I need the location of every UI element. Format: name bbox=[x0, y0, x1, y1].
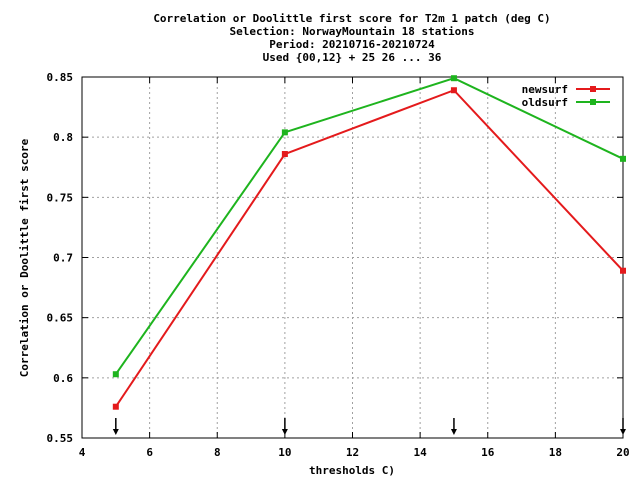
y-tick-label: 0.85 bbox=[47, 71, 74, 84]
data-point bbox=[281, 151, 288, 158]
arrow-marker bbox=[281, 418, 288, 435]
data-point bbox=[281, 129, 288, 136]
data-point bbox=[112, 403, 119, 410]
series-newsurf bbox=[112, 87, 626, 410]
x-tick-label: 4 bbox=[79, 446, 86, 459]
y-tick-label: 0.6 bbox=[53, 372, 73, 385]
series-line bbox=[114, 77, 624, 375]
data-point bbox=[620, 267, 626, 274]
x-axis-label: thresholds C) bbox=[309, 464, 395, 477]
y-tick-label: 0.7 bbox=[53, 252, 73, 265]
y-tick-label: 0.65 bbox=[47, 312, 74, 325]
x-tick-label: 6 bbox=[146, 446, 153, 459]
legend-entry: oldsurf bbox=[522, 96, 610, 109]
title-line: Used {00,12} + 25 26 ... 36 bbox=[263, 51, 442, 64]
y-tick-label: 0.8 bbox=[53, 131, 73, 144]
x-tick-label: 10 bbox=[278, 446, 291, 459]
legend-label: oldsurf bbox=[522, 96, 568, 109]
series-line bbox=[114, 89, 624, 408]
legend-entry: newsurf bbox=[522, 83, 610, 96]
legend-marker bbox=[590, 86, 596, 92]
x-tick-label: 12 bbox=[346, 446, 359, 459]
y-tick-label: 0.55 bbox=[47, 432, 74, 445]
data-point bbox=[450, 87, 457, 94]
data-point bbox=[450, 75, 457, 82]
y-tick-label: 0.75 bbox=[47, 191, 74, 204]
x-tick-label: 16 bbox=[481, 446, 495, 459]
series-oldsurf bbox=[112, 75, 626, 378]
x-tick-label: 20 bbox=[616, 446, 629, 459]
series bbox=[112, 75, 626, 410]
arrow-marker bbox=[450, 418, 457, 435]
legend-marker bbox=[590, 99, 596, 105]
x-tick-label: 18 bbox=[549, 446, 562, 459]
x-tick-label: 8 bbox=[214, 446, 221, 459]
threshold-arrows bbox=[112, 418, 626, 435]
data-point bbox=[112, 371, 119, 378]
y-axis: 0.55 0.6 0.65 0.7 0.75 0.8 0.85 bbox=[47, 71, 623, 445]
chart-title: Correlation or Doolittle first score for… bbox=[153, 12, 550, 64]
data-point bbox=[620, 155, 626, 162]
title-line: Selection: NorwayMountain 18 stations bbox=[229, 25, 474, 38]
x-axis: 4 6 8 10 12 14 16 18 20 bbox=[79, 77, 630, 459]
title-line: Period: 20210716-20210724 bbox=[269, 38, 435, 51]
title-line: Correlation or Doolittle first score for… bbox=[153, 12, 550, 25]
arrow-marker bbox=[112, 418, 119, 435]
arrow-marker bbox=[620, 418, 626, 435]
legend-label: newsurf bbox=[522, 83, 568, 96]
grid bbox=[82, 77, 623, 438]
x-tick-label: 14 bbox=[414, 446, 428, 459]
y-axis-label: Correlation or Doolittle first score bbox=[18, 138, 31, 377]
